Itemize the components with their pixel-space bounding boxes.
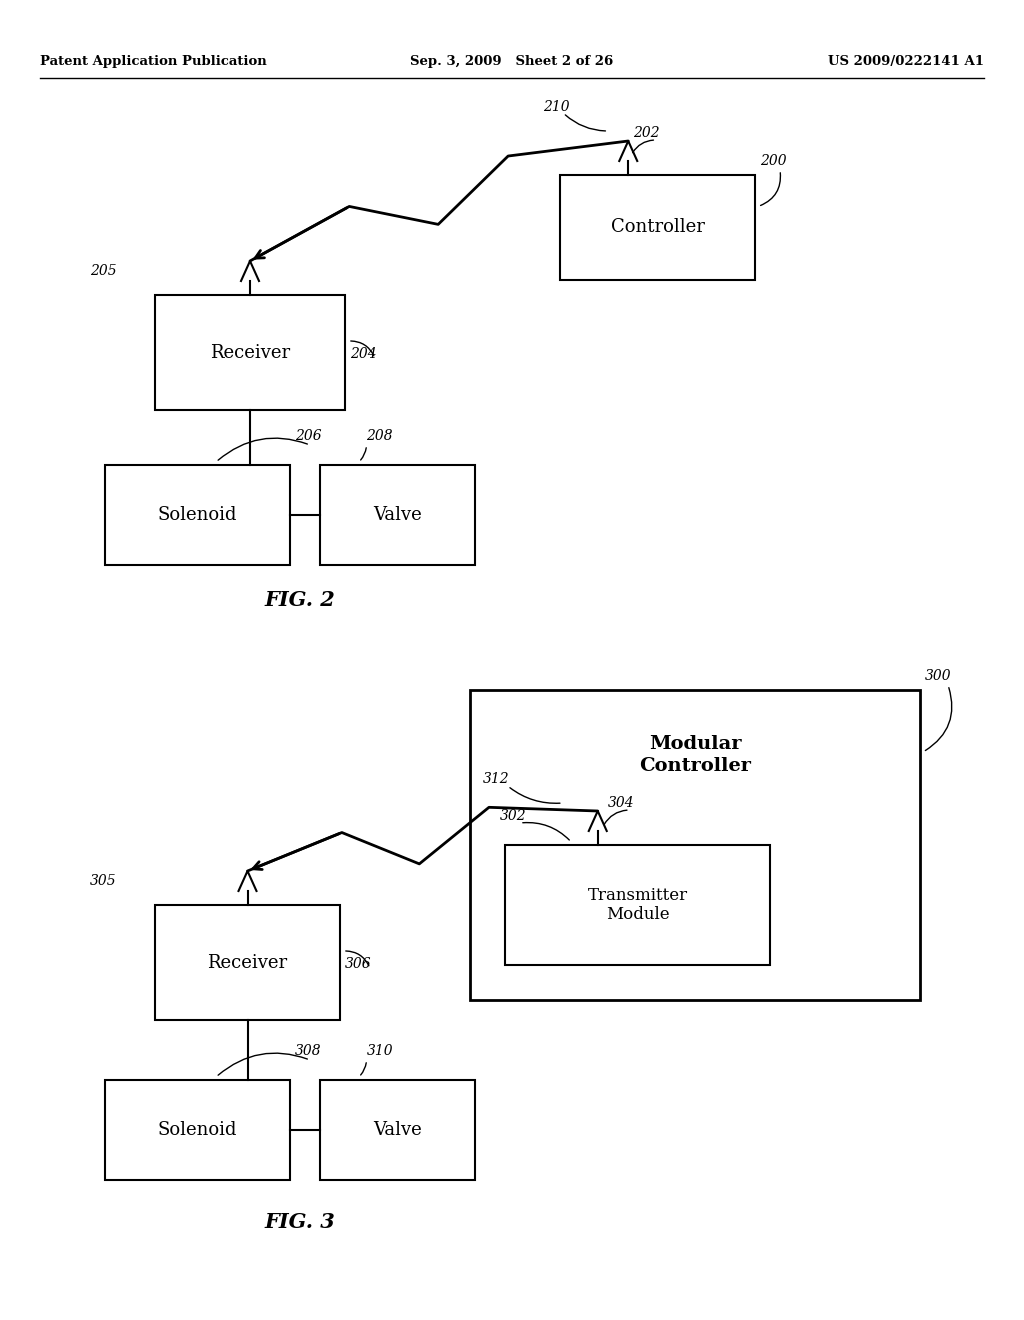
Bar	[470, 690, 920, 1001]
Text: 312: 312	[482, 772, 509, 785]
Bar	[155, 906, 340, 1020]
Text: Receiver: Receiver	[210, 343, 290, 362]
Text: Solenoid: Solenoid	[158, 1121, 238, 1139]
Text: 310: 310	[367, 1044, 393, 1059]
Text: US 2009/0222141 A1: US 2009/0222141 A1	[828, 55, 984, 69]
Text: Sep. 3, 2009   Sheet 2 of 26: Sep. 3, 2009 Sheet 2 of 26	[411, 55, 613, 69]
Text: FIG. 2: FIG. 2	[264, 590, 336, 610]
Text: 300: 300	[925, 669, 951, 682]
Bar	[560, 176, 755, 280]
Text: 210: 210	[544, 100, 570, 114]
Text: Valve: Valve	[373, 1121, 422, 1139]
Text: 206: 206	[295, 429, 322, 444]
Bar	[505, 845, 770, 965]
Text: Valve: Valve	[373, 506, 422, 524]
Text: Solenoid: Solenoid	[158, 506, 238, 524]
Text: 200: 200	[760, 154, 786, 168]
Text: Transmitter
Module: Transmitter Module	[588, 887, 687, 923]
Text: Controller: Controller	[610, 219, 705, 236]
Bar	[319, 1080, 475, 1180]
Text: 204: 204	[350, 347, 377, 362]
Text: 306: 306	[345, 957, 372, 972]
Text: 305: 305	[90, 874, 117, 888]
Text: 205: 205	[90, 264, 117, 279]
Text: 202: 202	[633, 125, 659, 140]
Bar	[105, 465, 290, 565]
Text: 304: 304	[608, 796, 635, 810]
Text: 302: 302	[500, 809, 526, 822]
Bar	[319, 465, 475, 565]
Bar	[155, 294, 345, 411]
Text: FIG. 3: FIG. 3	[264, 1212, 336, 1232]
Text: 208: 208	[367, 429, 393, 444]
Text: 308: 308	[295, 1044, 322, 1059]
Bar	[105, 1080, 290, 1180]
Text: Modular
Controller: Modular Controller	[639, 735, 751, 775]
Text: Receiver: Receiver	[208, 953, 288, 972]
Text: Patent Application Publication: Patent Application Publication	[40, 55, 266, 69]
